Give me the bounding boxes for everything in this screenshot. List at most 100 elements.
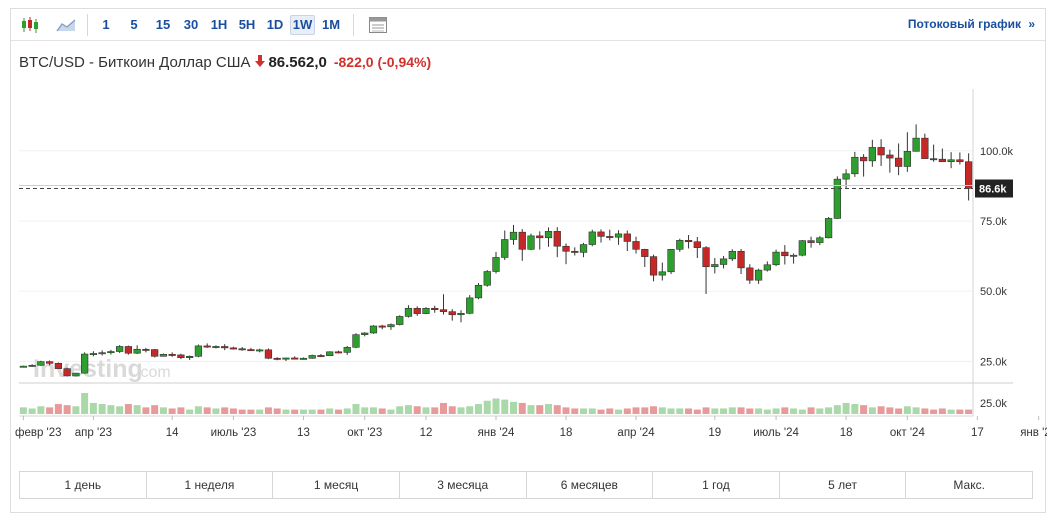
range-5-years[interactable]: 5 лет <box>780 472 907 498</box>
candle-body <box>186 355 194 358</box>
range-3-months[interactable]: 3 месяца <box>400 472 527 498</box>
interval-5[interactable]: 5 <box>130 17 138 32</box>
candle-body <box>702 247 710 268</box>
last-price: 86.562,0 <box>268 53 327 71</box>
x-tick-label: 13 <box>297 427 310 439</box>
candle-body <box>912 137 920 152</box>
candle-body <box>343 347 351 353</box>
watermark-suffix: .com <box>136 364 171 381</box>
candle-body <box>947 159 955 163</box>
candle-body <box>921 137 929 159</box>
candle-body <box>63 368 71 377</box>
area-chart-icon[interactable] <box>53 14 79 36</box>
volume-bar <box>387 409 395 414</box>
y-tick-label: 50.0k <box>980 286 1007 298</box>
candle-body <box>929 158 938 161</box>
volume-bar <box>623 408 631 414</box>
candle-body <box>238 348 246 351</box>
table-view-icon[interactable] <box>365 14 391 36</box>
volume-bar <box>781 407 789 414</box>
volume-bar <box>369 407 377 414</box>
candle-body <box>501 239 509 258</box>
candle-body <box>553 231 561 247</box>
volume-bar <box>439 402 447 414</box>
candle-body <box>221 346 229 349</box>
volume-bar <box>378 408 386 414</box>
volume-bar <box>238 409 246 414</box>
candle-body <box>684 240 693 243</box>
volume-bar <box>133 405 141 414</box>
volume-bar <box>868 407 876 414</box>
toolbar-divider <box>353 14 354 36</box>
volume-bar <box>965 409 973 414</box>
candle-body <box>772 251 780 266</box>
volume-bar <box>667 408 675 414</box>
volume-bars <box>19 393 973 414</box>
volume-bar <box>299 409 307 414</box>
volume-bar <box>536 405 544 414</box>
interval-5h[interactable]: 5H <box>238 17 256 32</box>
candle-body <box>334 351 343 354</box>
candle-body <box>299 357 308 360</box>
candle-body <box>159 354 168 357</box>
investing-watermark: Investing .com <box>33 355 171 383</box>
candle-body <box>37 361 45 366</box>
streaming-chart-link[interactable]: Потоковый график » <box>908 17 1035 31</box>
x-tick-label: окт '24 <box>890 427 926 439</box>
volume-bar <box>396 406 404 414</box>
range-1-day[interactable]: 1 день <box>20 472 147 498</box>
candle-body <box>369 325 378 334</box>
interval-1d[interactable]: 1D <box>266 17 284 32</box>
range-6-months[interactable]: 6 месяцев <box>527 472 654 498</box>
candle-body <box>763 264 771 271</box>
candle-body <box>606 236 614 238</box>
candle-body <box>964 161 973 189</box>
candle-body <box>798 240 806 256</box>
candle-body <box>483 271 491 286</box>
volume-bar <box>580 408 588 414</box>
candle-body <box>781 251 789 257</box>
candle-body <box>754 269 763 281</box>
candle-body <box>72 372 80 377</box>
candlestick-chart-icon[interactable] <box>17 14 43 36</box>
volume-bar <box>772 408 780 414</box>
candle-body <box>387 324 395 328</box>
volume-bar <box>518 402 526 414</box>
x-tick-label: февр '23 <box>15 427 62 439</box>
candle-body <box>396 316 404 325</box>
interval-30[interactable]: 30 <box>183 17 199 32</box>
volume-bar <box>728 407 736 414</box>
candle-body <box>492 257 500 272</box>
range-1-year[interactable]: 1 год <box>653 472 780 498</box>
candle-body <box>562 245 570 252</box>
volume-bar <box>877 406 885 414</box>
volume-bar <box>81 393 89 414</box>
range-1-month[interactable]: 1 месяц <box>273 472 400 498</box>
interval-1w[interactable]: 1W <box>290 15 315 35</box>
candle-body <box>273 357 281 360</box>
price-chart[interactable]: Investing .com 100.0k 75.0k 50.0k 25.0k 25.0… <box>11 81 1047 461</box>
candle-body <box>54 363 63 369</box>
volume-bar <box>422 407 430 414</box>
range-1-week[interactable]: 1 неделя <box>147 472 274 498</box>
candle-body <box>133 348 141 354</box>
interval-1[interactable]: 1 <box>102 17 110 32</box>
range-max[interactable]: Макс. <box>953 478 985 492</box>
interval-1m[interactable]: 1M <box>321 17 341 32</box>
interval-1h[interactable]: 1H <box>210 17 228 32</box>
candle-body <box>588 231 596 245</box>
volume-bar <box>474 404 482 414</box>
current-price-tag <box>975 179 1013 198</box>
interval-15[interactable]: 15 <box>155 17 171 32</box>
candle-body <box>116 346 124 352</box>
candle-body <box>728 250 736 260</box>
volume-axis-label: 25.0k <box>980 398 1007 410</box>
volume-bar <box>588 408 596 414</box>
y-tick-label: 75.0k <box>980 216 1007 228</box>
x-tick-label: апр '23 <box>75 427 112 439</box>
candle-body <box>378 325 386 328</box>
candle-body <box>326 351 334 357</box>
volume-bar <box>597 409 605 414</box>
volume-bar <box>177 407 185 414</box>
x-tick-label: янв '25 <box>1020 427 1047 439</box>
